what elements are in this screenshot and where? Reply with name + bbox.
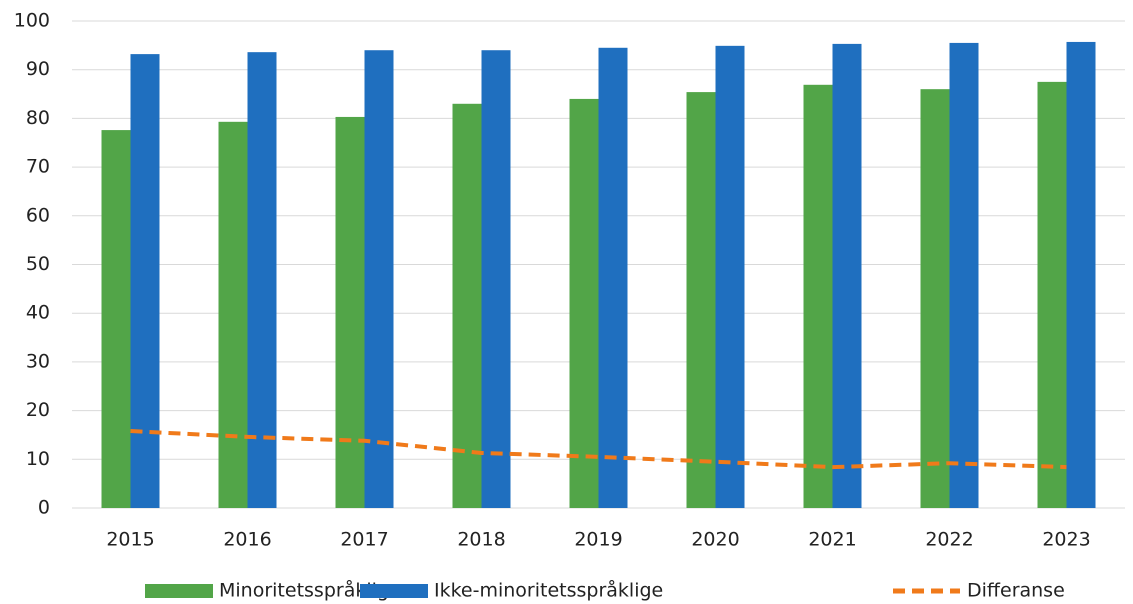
legend-label: Minoritetsspråklige: [219, 579, 401, 602]
x-tick-label: 2020: [691, 529, 739, 551]
bar: [715, 45, 745, 508]
y-tick-label: 80: [26, 107, 50, 129]
line: [130, 429, 1067, 470]
bar: [481, 50, 511, 508]
x-tick-label: 2023: [1042, 529, 1090, 551]
legend-swatch: [360, 584, 428, 598]
bar: [803, 84, 833, 508]
x-tick-label: 2019: [574, 529, 622, 551]
y-tick-label: 70: [26, 156, 50, 178]
bar: [832, 43, 862, 508]
bar: [920, 89, 950, 509]
bar: [949, 42, 979, 508]
bar: [598, 47, 628, 508]
x-tick-label: 2016: [223, 529, 271, 551]
x-tick-label: 2018: [457, 529, 505, 551]
x-tick-label: 2021: [808, 529, 856, 551]
y-tick-label: 0: [38, 497, 50, 519]
y-tick-label: 40: [26, 302, 50, 324]
legend-swatch: [145, 584, 213, 598]
y-tick-label: 10: [26, 448, 50, 470]
y-tick-label: 50: [26, 253, 50, 275]
x-tick-label: 2015: [106, 529, 154, 551]
bar: [101, 130, 131, 508]
bar: [247, 52, 277, 508]
bar: [335, 116, 365, 509]
legend-label: Ikke-minoritetsspråklige: [434, 579, 663, 602]
y-tick-label: 90: [26, 58, 50, 80]
bar: [130, 54, 160, 509]
bar: [452, 103, 482, 508]
y-tick-label: 20: [26, 399, 50, 421]
y-tick-label: 100: [14, 10, 50, 32]
bar: [569, 98, 599, 509]
legend-label: Differanse: [967, 580, 1065, 602]
bar: [1037, 81, 1067, 508]
y-tick-label: 30: [26, 350, 50, 372]
x-tick-label: 2017: [340, 529, 388, 551]
bar: [364, 50, 394, 508]
y-tick-label: 60: [26, 204, 50, 226]
x-tick-label: 2022: [925, 529, 973, 551]
bar: [218, 121, 248, 509]
bar: [1066, 41, 1096, 508]
bar: [686, 92, 716, 509]
